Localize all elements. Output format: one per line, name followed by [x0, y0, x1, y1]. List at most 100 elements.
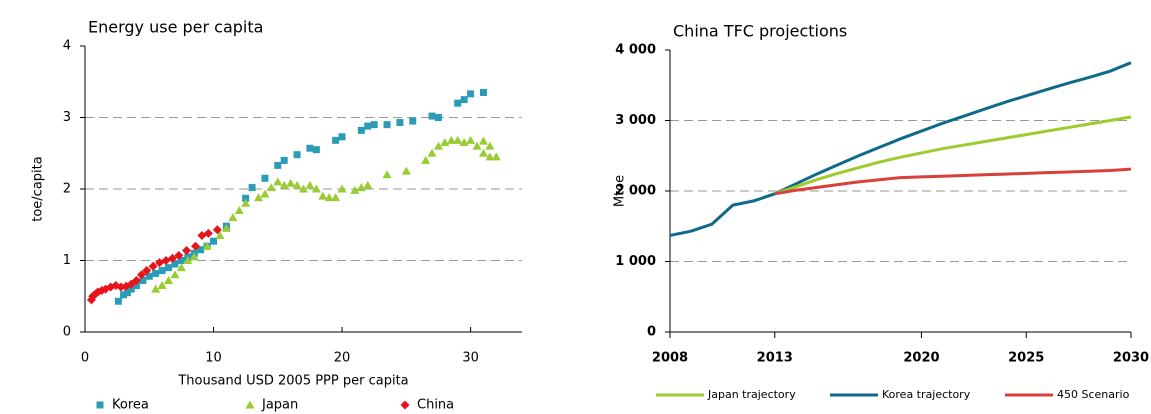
x-axis-label: Thousand USD 2005 PPP per capita [177, 374, 408, 389]
point [137, 270, 147, 280]
point [123, 289, 131, 297]
point [221, 223, 231, 232]
point [401, 166, 411, 175]
point [286, 178, 296, 187]
point [191, 241, 201, 251]
point [467, 90, 475, 98]
y-axis-label: toe/capita [31, 156, 46, 221]
point [421, 155, 431, 164]
point [337, 184, 347, 193]
point [228, 213, 238, 222]
x-tick-label: 2013 [757, 351, 793, 366]
point [182, 245, 192, 255]
point [479, 88, 487, 96]
y-tick-label: 3 000 [615, 113, 656, 128]
x-tick-label: 2020 [903, 351, 939, 366]
point [203, 228, 213, 238]
point [440, 138, 450, 147]
point [427, 148, 437, 157]
point [171, 260, 179, 268]
point [114, 297, 122, 305]
point [485, 152, 495, 161]
point [318, 191, 328, 200]
point [434, 114, 442, 121]
point [174, 250, 184, 260]
point [306, 144, 314, 152]
point [167, 253, 177, 263]
point [478, 148, 488, 157]
x-tick-label: 30 [462, 351, 479, 366]
point [446, 135, 456, 144]
point [428, 112, 436, 120]
point [363, 180, 373, 189]
point [242, 194, 250, 202]
point [215, 230, 225, 239]
point [293, 151, 301, 159]
point [491, 152, 501, 161]
point [350, 185, 360, 194]
point [139, 277, 147, 285]
point [338, 133, 346, 141]
x-tick-label: 2025 [1008, 351, 1044, 366]
point [165, 264, 173, 272]
point [454, 99, 462, 107]
line [669, 61, 1132, 237]
legend-label: China [417, 398, 454, 413]
x-tick-label: 10 [205, 351, 222, 366]
y-tick-label: 1 000 [615, 254, 656, 269]
legend-marker [400, 400, 410, 410]
legend-marker [96, 401, 104, 409]
point [183, 256, 193, 264]
point [274, 161, 282, 169]
point [356, 183, 366, 192]
point [120, 291, 128, 299]
legend-label: 450 Scenario [1057, 388, 1130, 401]
point [453, 135, 463, 144]
point [459, 138, 469, 147]
legend-marker [245, 400, 255, 409]
y-tick-label: 1 [63, 253, 71, 268]
point [261, 174, 269, 182]
x-tick-label: 20 [334, 351, 351, 366]
legend-label: Japan trajectory [707, 388, 796, 401]
point [266, 183, 276, 192]
x-tick-label: 2008 [652, 351, 688, 366]
legend-label: Japan [261, 398, 298, 413]
point [151, 284, 161, 293]
legend-label: Korea [112, 398, 149, 413]
point [145, 272, 153, 280]
point [364, 122, 372, 130]
y-tick-label: 4 000 [615, 43, 656, 58]
point [311, 184, 321, 193]
point [248, 184, 256, 192]
point [396, 119, 404, 127]
chart-title: Energy use per capita [88, 18, 263, 37]
line [774, 167, 1132, 196]
point [273, 177, 283, 186]
point [148, 261, 158, 271]
point [157, 281, 167, 290]
point [189, 252, 199, 261]
y-tick-label: 0 [63, 325, 71, 340]
point [332, 136, 340, 144]
point [383, 121, 391, 129]
point [152, 269, 160, 277]
point [279, 180, 289, 189]
point [132, 282, 140, 290]
point [210, 237, 218, 245]
point [312, 146, 320, 154]
x-tick-label: 2030 [1113, 351, 1149, 366]
x-tick-label: 0 [81, 351, 89, 366]
point [324, 193, 334, 202]
point [241, 198, 251, 207]
y-tick-label: 2 000 [615, 184, 656, 199]
point [260, 189, 270, 198]
point [142, 266, 152, 276]
legend-label: Korea trajectory [882, 388, 971, 401]
point [170, 270, 180, 279]
point [234, 205, 244, 214]
y-axis-label: Mtoe [613, 175, 628, 207]
point [292, 180, 302, 189]
